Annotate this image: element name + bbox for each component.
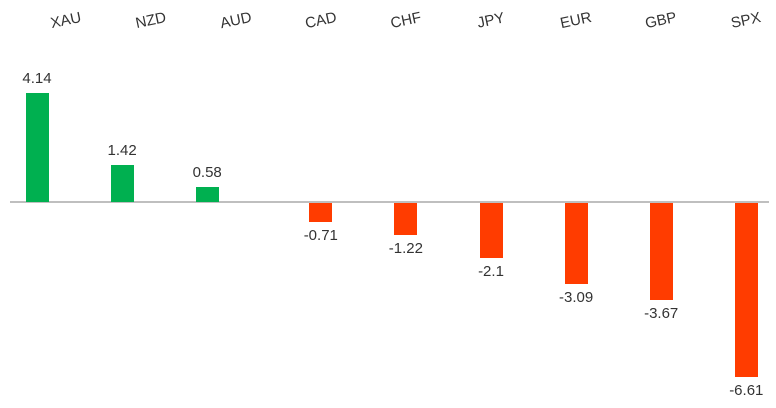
- value-label-chf: -1.22: [388, 240, 423, 257]
- bar-eur: [564, 203, 588, 284]
- bar-spx: [734, 203, 758, 377]
- value-label-spx: -6.61: [729, 382, 764, 399]
- value-label-aud: 0.58: [192, 164, 222, 181]
- value-label-cad: -0.71: [303, 227, 338, 244]
- category-label-xau: XAU: [48, 8, 83, 33]
- category-label-gbp: GBP: [643, 8, 679, 33]
- value-label-xau: 4.14: [22, 70, 52, 87]
- bar-xau: [25, 93, 49, 202]
- category-label-spx: SPX: [729, 9, 763, 32]
- bar-gbp: [649, 203, 673, 300]
- value-label-eur: -3.09: [558, 289, 594, 306]
- value-label-gbp: -3.67: [644, 305, 679, 322]
- category-label-chf: CHF: [388, 8, 423, 33]
- category-label-jpy: JPY: [475, 9, 507, 32]
- zero-axis-line: [10, 201, 769, 203]
- category-label-eur: EUR: [558, 8, 594, 33]
- value-label-nzd: 1.42: [107, 142, 137, 159]
- bar-chf: [394, 203, 418, 235]
- value-label-jpy: -2.1: [478, 263, 504, 280]
- bar-aud: [195, 187, 219, 202]
- category-label-aud: AUD: [218, 8, 253, 33]
- bar-nzd: [110, 165, 134, 202]
- bar-cad: [309, 203, 333, 222]
- category-label-cad: CAD: [303, 8, 338, 33]
- bar-jpy: [479, 203, 503, 258]
- category-label-nzd: NZD: [133, 8, 168, 33]
